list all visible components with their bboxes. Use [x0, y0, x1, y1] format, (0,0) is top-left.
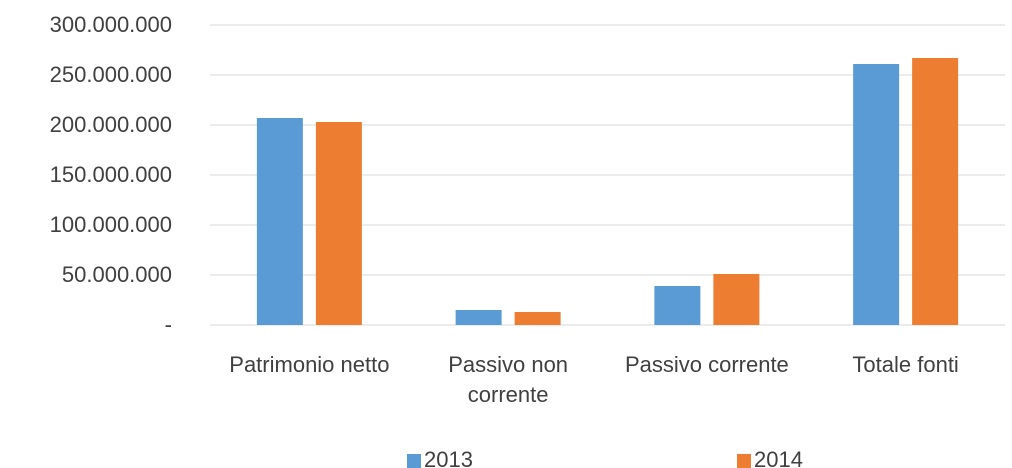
bar	[912, 58, 959, 325]
y-tick-label: 50.000.000	[61, 262, 172, 287]
x-tick-label: Totale fonti	[852, 352, 959, 377]
bar	[853, 64, 900, 325]
bar	[713, 274, 760, 325]
y-tick-label: 250.000.000	[49, 62, 172, 87]
x-tick-label: Passivo corrente	[624, 352, 789, 377]
bar	[315, 122, 362, 325]
y-tick-label: 150.000.000	[49, 162, 172, 187]
y-tick-label: 100.000.000	[49, 212, 172, 237]
legend-label: 2014	[754, 447, 803, 468]
y-tick-label: 200.000.000	[49, 112, 172, 137]
bar	[256, 118, 303, 325]
x-tick-label: Patrimonio netto	[229, 352, 390, 377]
bar	[514, 312, 561, 325]
y-tick-label: 300.000.000	[49, 12, 172, 37]
y-tick-label: -	[164, 312, 172, 337]
legend-label: 2013	[424, 447, 473, 468]
x-tick-label: Passivo non corrente	[448, 352, 569, 407]
bar	[455, 310, 502, 325]
legend-swatch	[737, 454, 751, 468]
bar	[654, 286, 701, 325]
legend-swatch	[407, 454, 421, 468]
